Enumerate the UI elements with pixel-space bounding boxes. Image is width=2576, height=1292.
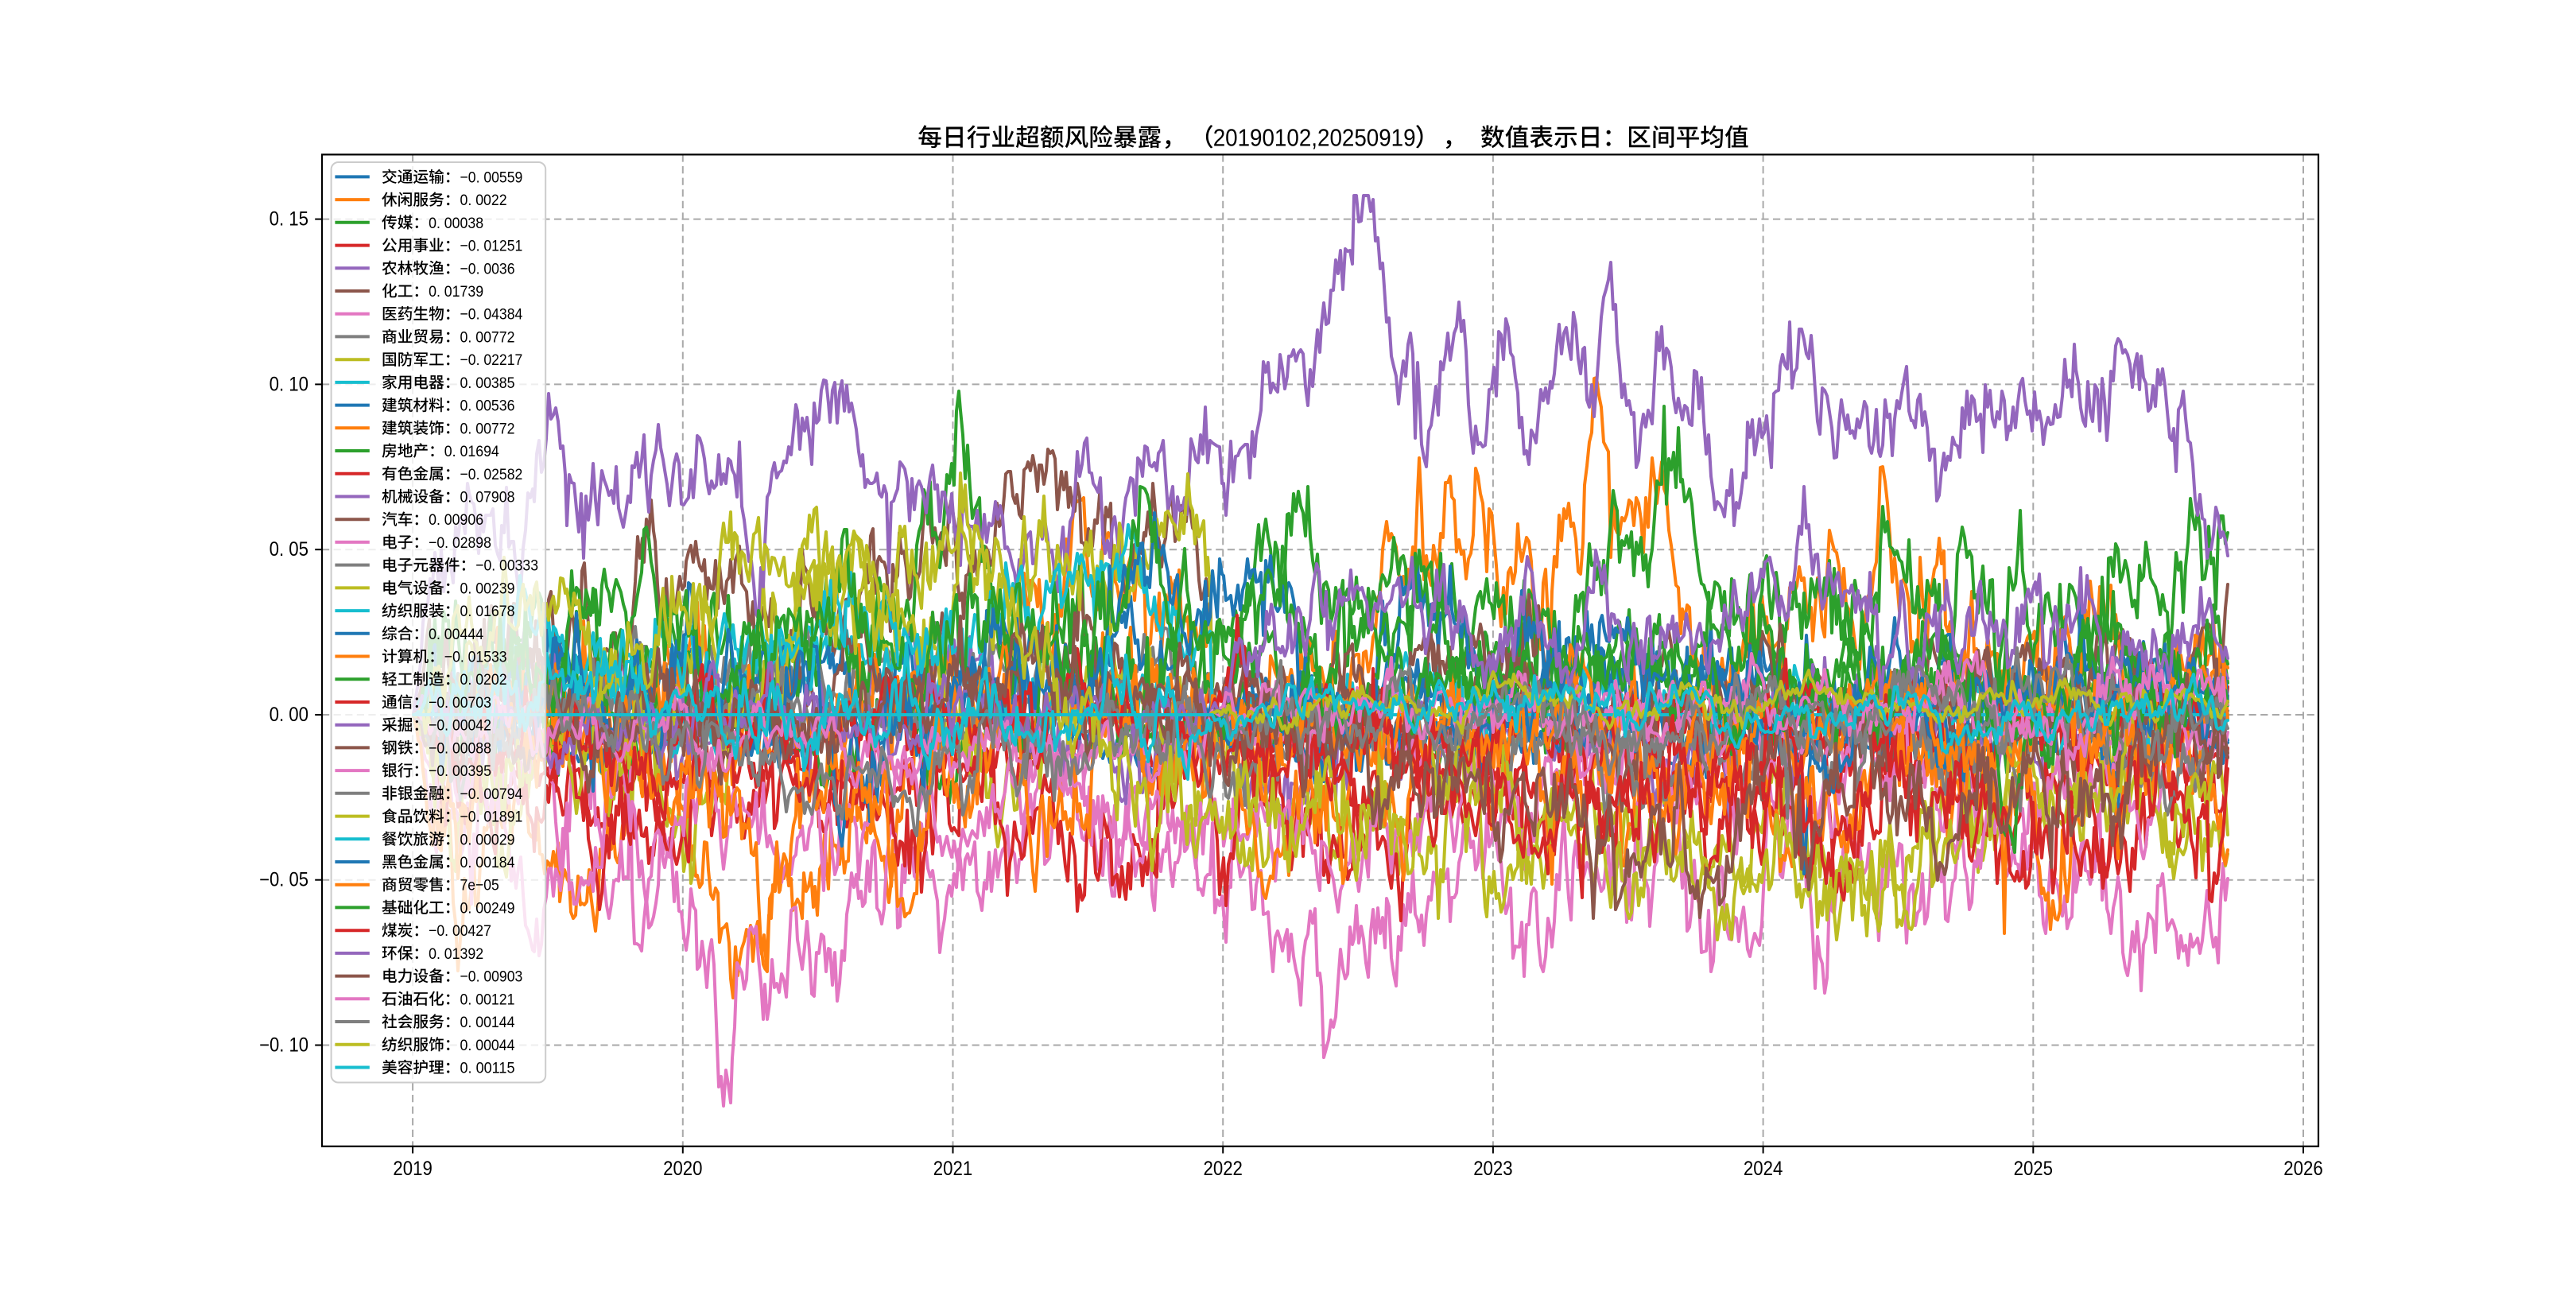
svg-text:2022: 2022 — [1204, 1158, 1243, 1180]
svg-text:2025: 2025 — [2014, 1158, 2053, 1180]
svg-text:0. 00239: 0. 00239 — [460, 580, 515, 597]
svg-text:20190102,20250919: 20190102,20250919 — [1213, 124, 1416, 152]
svg-text:0. 10: 0. 10 — [270, 374, 308, 395]
svg-text:−0. 01891: −0. 01891 — [460, 809, 523, 826]
svg-text:0. 00249: 0. 00249 — [460, 899, 515, 917]
svg-text:0. 00029: 0. 00029 — [460, 831, 515, 848]
svg-text:2026: 2026 — [2283, 1158, 2322, 1180]
svg-text:0. 0022: 0. 0022 — [460, 192, 507, 209]
svg-text:−0. 00427: −0. 00427 — [429, 922, 491, 940]
svg-text:0. 00444: 0. 00444 — [429, 626, 483, 643]
svg-text:−0. 04384: −0. 04384 — [460, 306, 523, 324]
svg-text:0. 00772: 0. 00772 — [460, 328, 515, 346]
svg-text:0. 00772: 0. 00772 — [460, 420, 515, 437]
svg-text:−0. 02217: −0. 02217 — [460, 351, 523, 369]
svg-text:−0. 00559: −0. 00559 — [460, 169, 523, 186]
svg-text:0. 00: 0. 00 — [270, 704, 308, 726]
svg-text:−0. 00042: −0. 00042 — [429, 717, 491, 735]
svg-text:−0. 02582: −0. 02582 — [460, 466, 523, 483]
svg-text:0. 07908: 0. 07908 — [460, 489, 515, 506]
svg-text:0. 00184: 0. 00184 — [460, 854, 515, 871]
svg-text:7e−05: 7e−05 — [460, 877, 499, 894]
svg-text:0. 00115: 0. 00115 — [460, 1060, 515, 1077]
svg-text:2020: 2020 — [663, 1158, 702, 1180]
svg-text:−0. 02898: −0. 02898 — [429, 534, 491, 552]
svg-text:2021: 2021 — [933, 1158, 972, 1180]
svg-text:0. 05: 0. 05 — [270, 539, 308, 561]
svg-text:0. 01392: 0. 01392 — [429, 945, 483, 963]
svg-text:2019: 2019 — [393, 1158, 432, 1180]
svg-text:0. 00121: 0. 00121 — [460, 991, 515, 1008]
svg-text:0. 00044: 0. 00044 — [460, 1037, 515, 1054]
svg-text:0. 00906: 0. 00906 — [429, 511, 483, 529]
svg-text:0. 01694: 0. 01694 — [444, 443, 499, 460]
svg-text:−0. 10: −0. 10 — [259, 1035, 308, 1057]
svg-text:0. 00144: 0. 00144 — [460, 1014, 515, 1031]
svg-text:0. 00385: 0. 00385 — [460, 374, 515, 392]
svg-text:0. 01739: 0. 01739 — [429, 283, 483, 301]
svg-text:−0. 00088: −0. 00088 — [429, 739, 491, 757]
svg-text:0. 00038: 0. 00038 — [429, 215, 483, 232]
svg-text:−0. 01251: −0. 01251 — [460, 238, 523, 255]
svg-text:−0. 00703: −0. 00703 — [429, 694, 491, 712]
svg-text:−0. 00903: −0. 00903 — [460, 968, 523, 986]
svg-text:0. 15: 0. 15 — [270, 209, 308, 231]
svg-text:0. 00536: 0. 00536 — [460, 398, 515, 415]
svg-text:2023: 2023 — [1473, 1158, 1512, 1180]
svg-text:2024: 2024 — [1744, 1158, 1783, 1180]
svg-text:−0. 00395: −0. 00395 — [429, 762, 491, 780]
svg-text:0. 0202: 0. 0202 — [460, 671, 507, 689]
svg-text:−0. 01533: −0. 01533 — [444, 649, 507, 666]
svg-text:−0. 00794: −0. 00794 — [460, 786, 523, 803]
svg-text:−0. 05: −0. 05 — [259, 870, 308, 891]
svg-text:−0. 00333: −0. 00333 — [475, 557, 538, 575]
svg-text:−0. 0036: −0. 0036 — [460, 260, 515, 277]
svg-text:0. 01678: 0. 01678 — [460, 603, 515, 620]
